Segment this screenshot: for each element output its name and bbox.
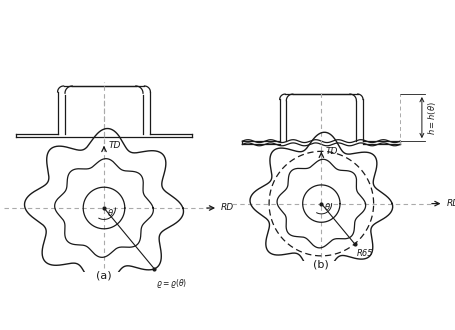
Text: (a): (a) — [96, 270, 111, 280]
Text: TD: TD — [109, 142, 121, 150]
Text: (b): (b) — [313, 259, 329, 269]
Text: RD: RD — [446, 199, 455, 208]
Text: $\theta$: $\theta$ — [324, 201, 330, 213]
Text: RD: RD — [221, 204, 233, 213]
Text: TD: TD — [325, 147, 338, 156]
Text: $\varrho = \varrho(\theta)$: $\varrho = \varrho(\theta)$ — [156, 277, 187, 290]
Text: $\theta$: $\theta$ — [107, 207, 114, 217]
Text: R65: R65 — [356, 249, 372, 258]
Text: $h = h(\theta)$: $h = h(\theta)$ — [425, 101, 437, 135]
